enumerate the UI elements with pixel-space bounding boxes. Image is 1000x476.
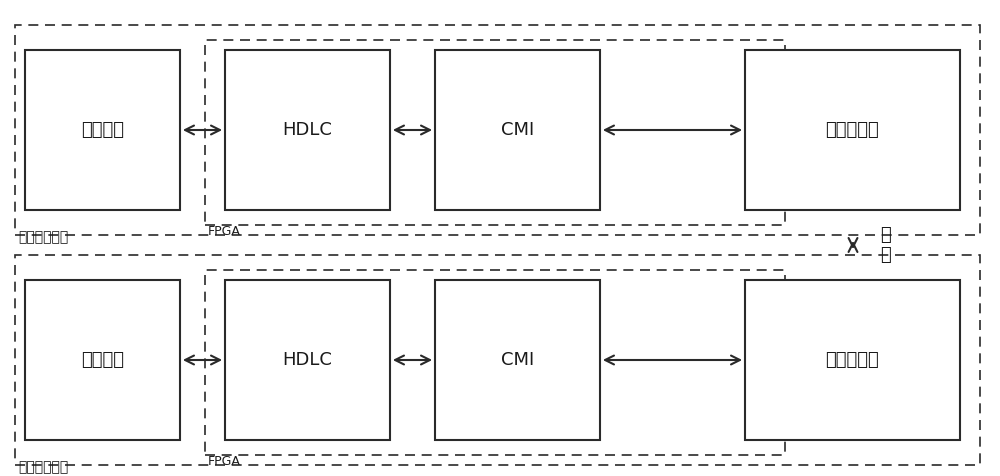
Bar [205, 40, 785, 225]
Text: 光
纤: 光 纤 [880, 226, 891, 264]
Bar [15, 25, 980, 235]
Bar [745, 50, 960, 210]
Bar [435, 50, 600, 210]
Text: HDLC: HDLC [283, 351, 332, 369]
Text: 光收发模块: 光收发模块 [826, 351, 879, 369]
Text: 光收发模块: 光收发模块 [826, 121, 879, 139]
Bar [745, 280, 960, 440]
Text: 继电保护装置: 继电保护装置 [18, 460, 68, 474]
Bar [435, 280, 600, 440]
Text: 继电保护装置: 继电保护装置 [18, 230, 68, 244]
Text: FPGA: FPGA [208, 225, 241, 238]
Text: FPGA: FPGA [208, 455, 241, 468]
Bar [225, 50, 390, 210]
Bar [25, 280, 180, 440]
Text: CMI: CMI [501, 121, 534, 139]
Bar [25, 50, 180, 210]
Bar [15, 255, 980, 465]
Text: HDLC: HDLC [283, 121, 332, 139]
Text: 微处理器: 微处理器 [81, 121, 124, 139]
Bar [205, 270, 785, 455]
Text: 微处理器: 微处理器 [81, 351, 124, 369]
Bar [225, 280, 390, 440]
Text: CMI: CMI [501, 351, 534, 369]
